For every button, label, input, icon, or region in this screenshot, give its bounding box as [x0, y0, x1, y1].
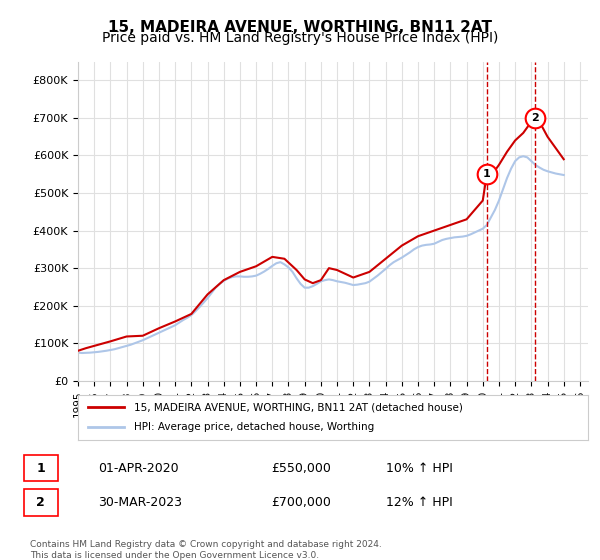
- Point: [482, 170, 491, 179]
- Text: 15, MADEIRA AVENUE, WORTHING, BN11 2AT: 15, MADEIRA AVENUE, WORTHING, BN11 2AT: [108, 20, 492, 35]
- Text: 15, MADEIRA AVENUE, WORTHING, BN11 2AT (detached house): 15, MADEIRA AVENUE, WORTHING, BN11 2AT (…: [134, 402, 463, 412]
- Text: Contains HM Land Registry data © Crown copyright and database right 2024.
This d: Contains HM Land Registry data © Crown c…: [30, 540, 382, 560]
- Text: 10% ↑ HPI: 10% ↑ HPI: [386, 462, 453, 475]
- Text: 2: 2: [37, 496, 45, 509]
- Text: £700,000: £700,000: [271, 496, 331, 509]
- Text: £550,000: £550,000: [271, 462, 331, 475]
- FancyBboxPatch shape: [23, 455, 58, 482]
- Text: 1: 1: [483, 169, 491, 179]
- Text: 01-APR-2020: 01-APR-2020: [98, 462, 179, 475]
- Text: 12% ↑ HPI: 12% ↑ HPI: [386, 496, 453, 509]
- Point: [530, 114, 540, 123]
- Text: HPI: Average price, detached house, Worthing: HPI: Average price, detached house, Wort…: [134, 422, 374, 432]
- Text: 30-MAR-2023: 30-MAR-2023: [98, 496, 182, 509]
- Text: Price paid vs. HM Land Registry's House Price Index (HPI): Price paid vs. HM Land Registry's House …: [102, 31, 498, 45]
- Text: 1: 1: [37, 462, 45, 475]
- Text: 2: 2: [532, 113, 539, 123]
- FancyBboxPatch shape: [23, 489, 58, 516]
